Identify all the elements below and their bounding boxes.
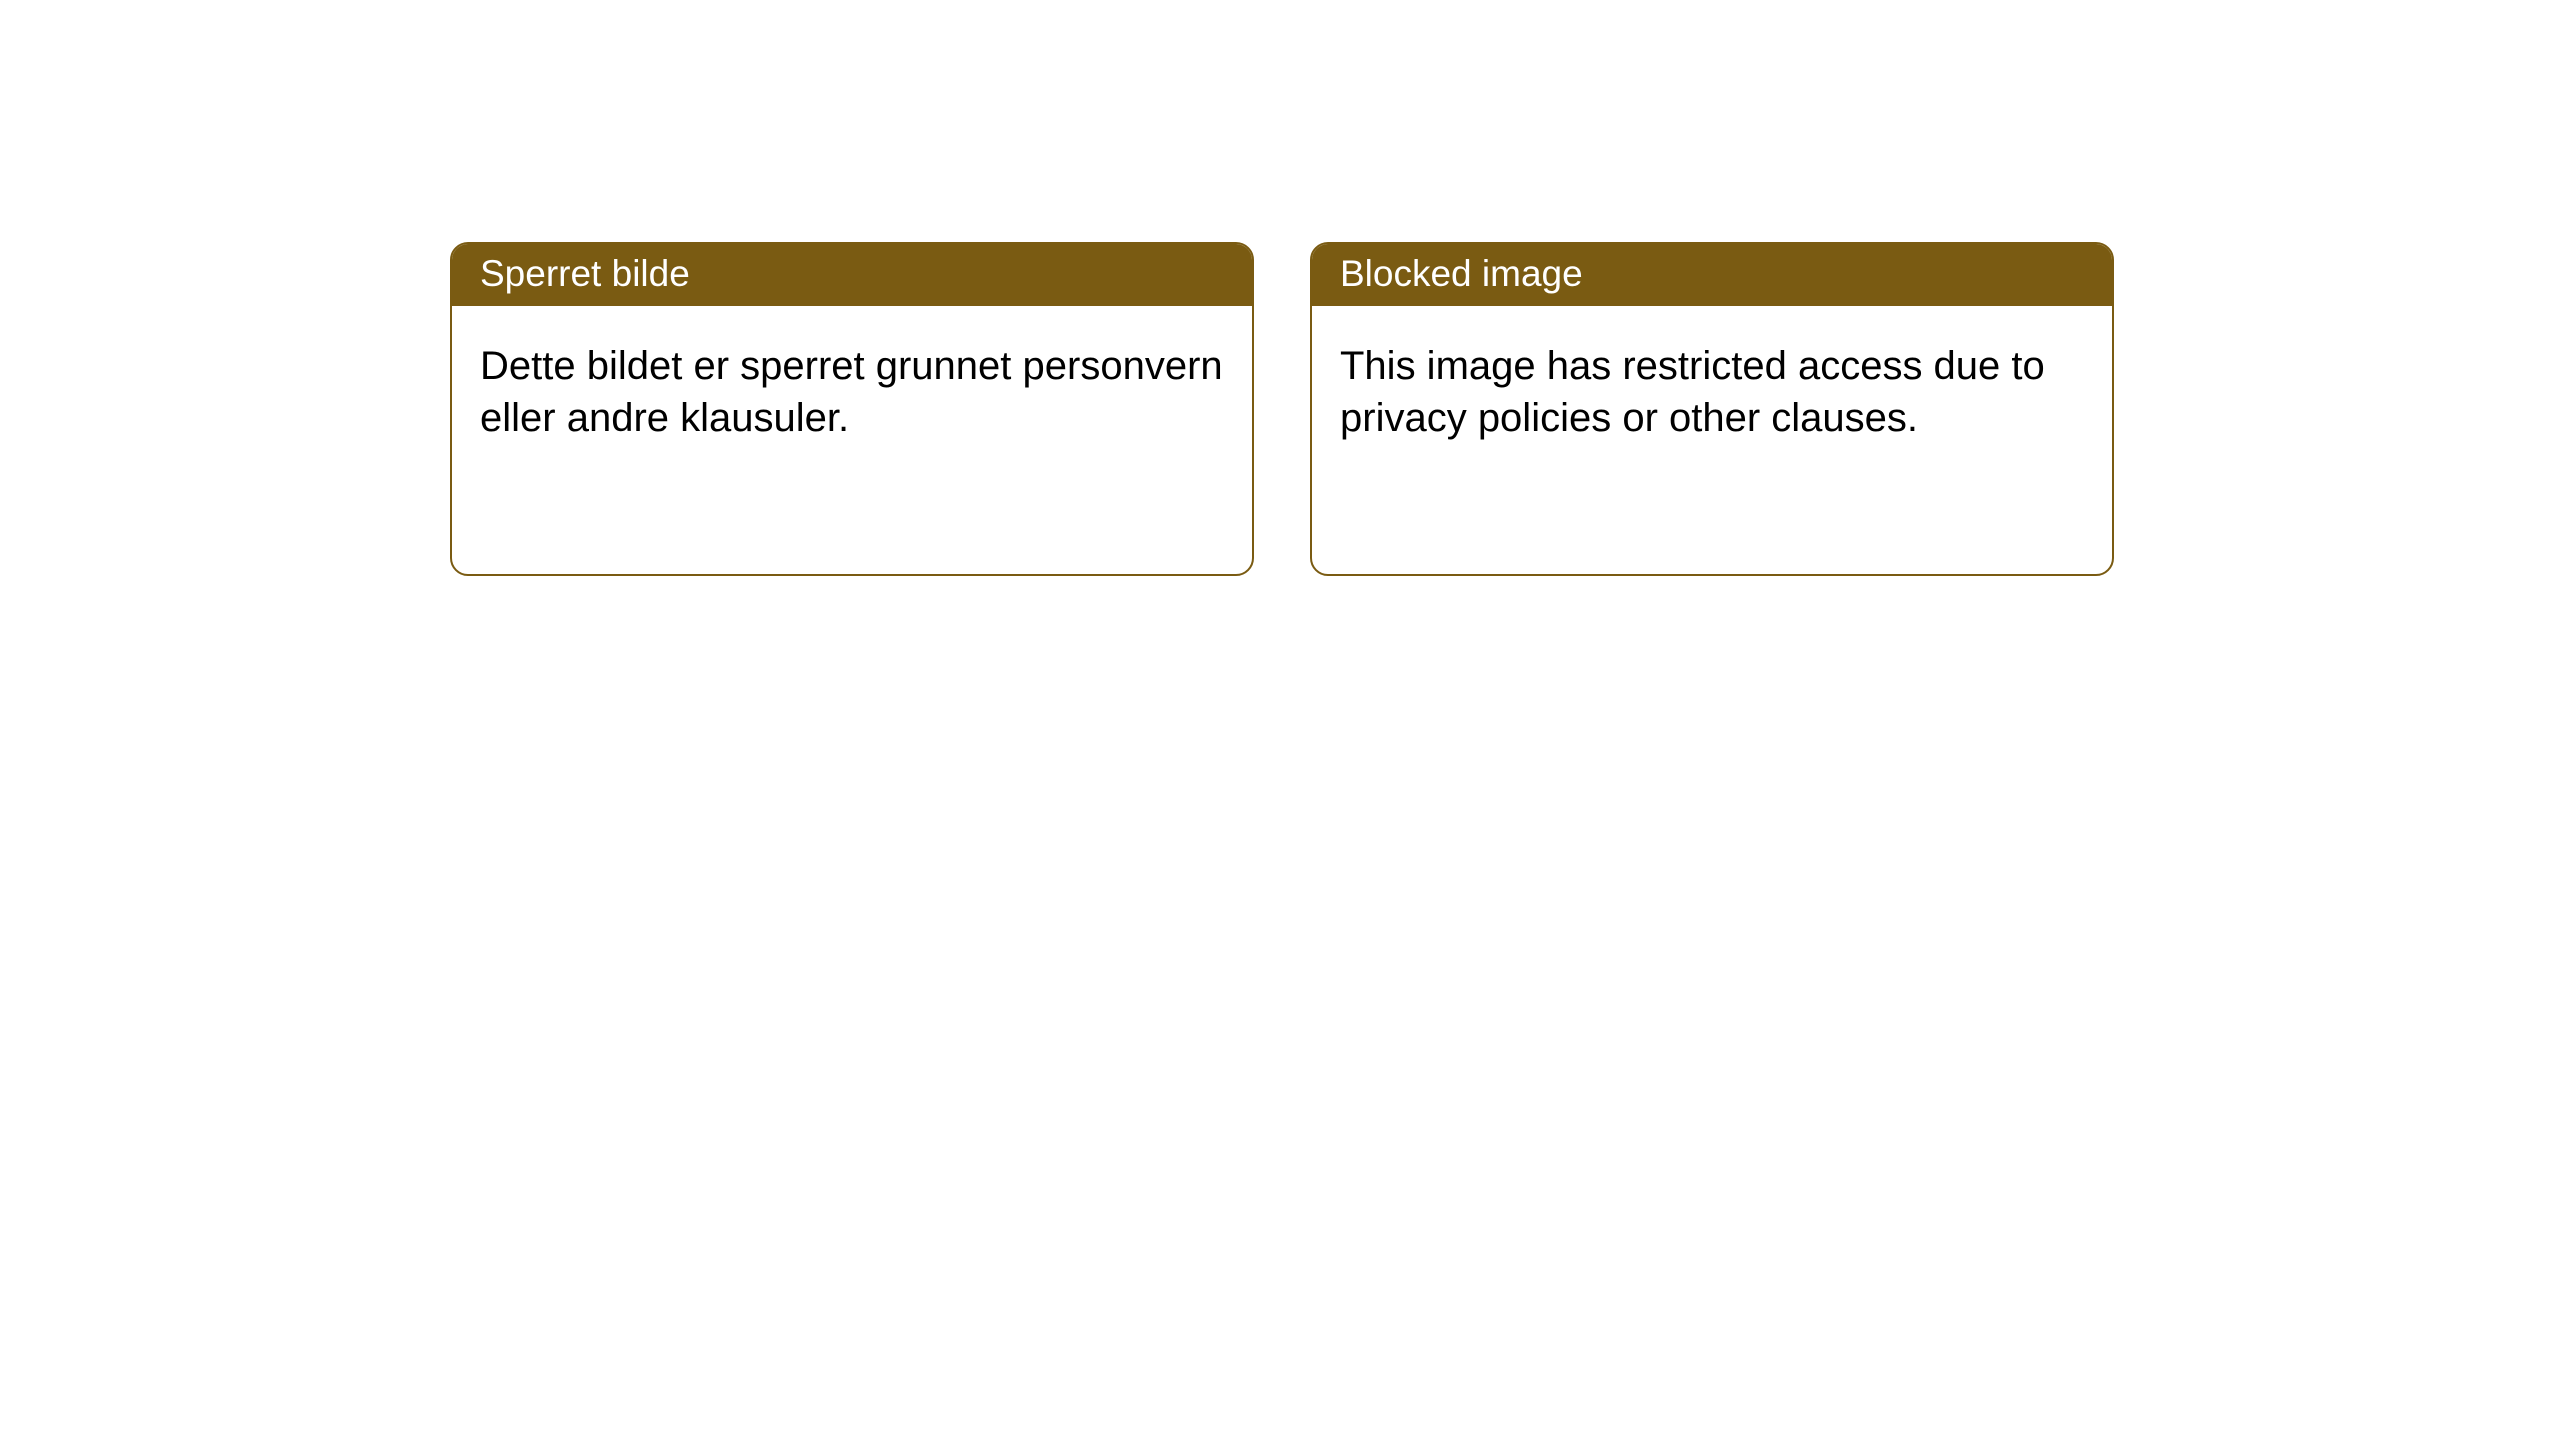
notice-body: This image has restricted access due to … (1312, 306, 2112, 478)
notice-header: Sperret bilde (452, 244, 1252, 306)
notice-body: Dette bildet er sperret grunnet personve… (452, 306, 1252, 478)
notice-card-norwegian: Sperret bilde Dette bildet er sperret gr… (450, 242, 1254, 576)
notice-card-english: Blocked image This image has restricted … (1310, 242, 2114, 576)
notice-header: Blocked image (1312, 244, 2112, 306)
notice-container: Sperret bilde Dette bildet er sperret gr… (0, 0, 2560, 576)
